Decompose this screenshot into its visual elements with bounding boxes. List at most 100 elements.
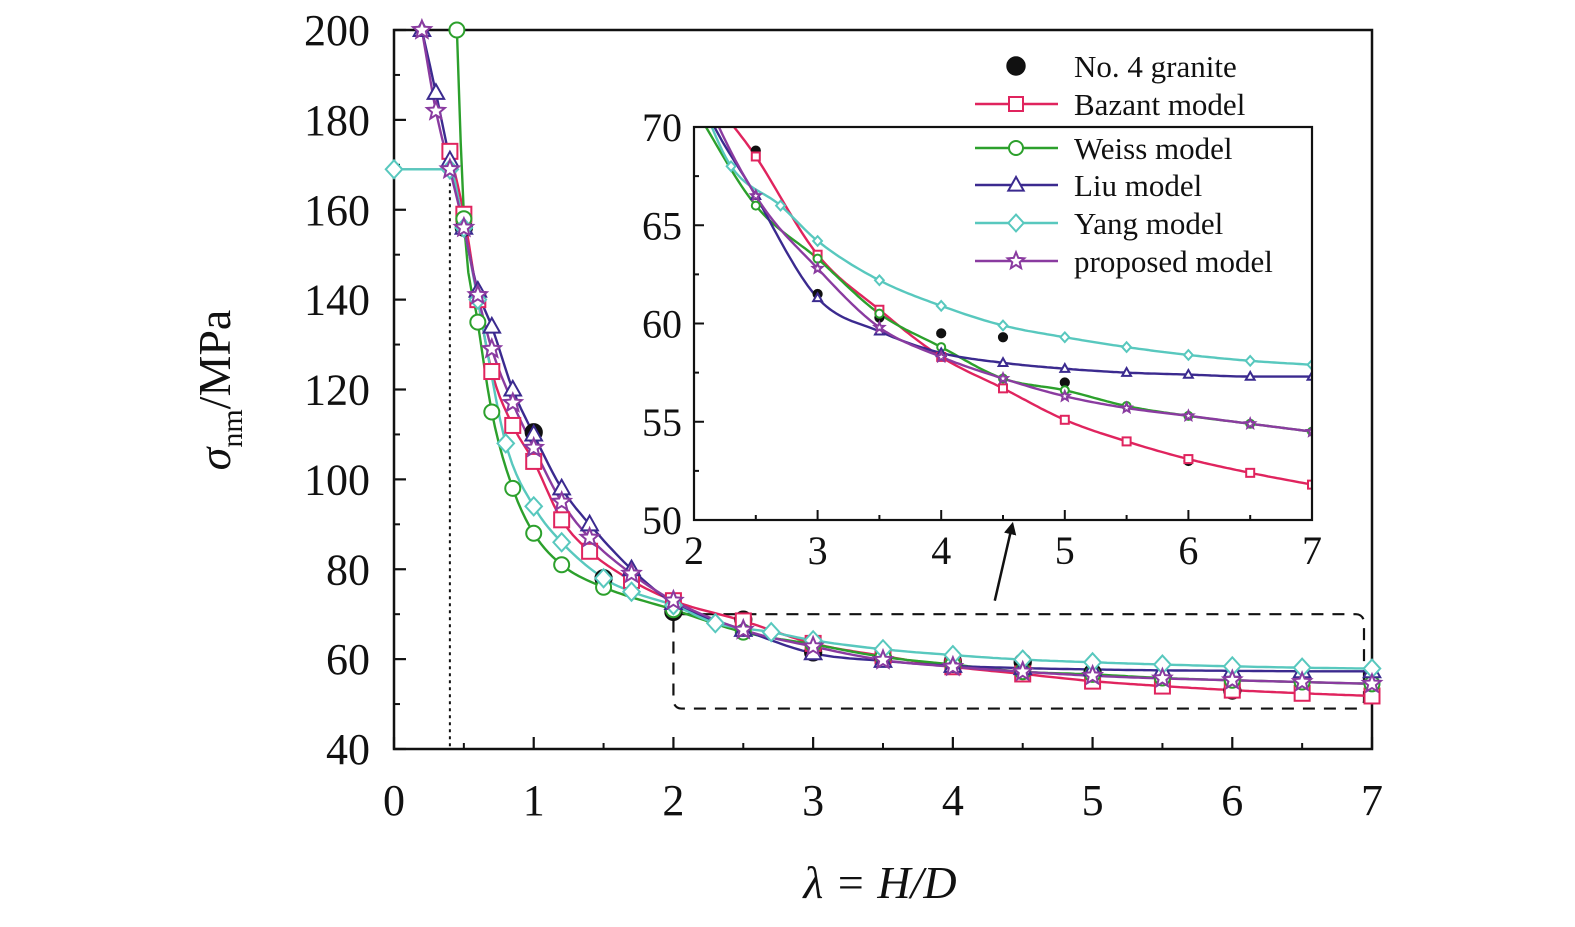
- inset-point-proposed-model: [933, 349, 949, 364]
- inset-y-tick-label: 50: [642, 498, 682, 543]
- x-axis-title: λ = H/D: [801, 857, 956, 908]
- y-tick-label: 60: [326, 635, 370, 684]
- inset-point-proposed-model: [1119, 400, 1134, 415]
- inset-x-tick-label: 3: [808, 528, 828, 573]
- x-tick-label: 0: [383, 776, 405, 825]
- legend-label: Yang model: [1074, 206, 1223, 241]
- inset-point-proposed-model: [1057, 388, 1073, 403]
- data-point-proposed-model: [452, 215, 476, 238]
- inset-point-yang-model: [1244, 354, 1256, 368]
- legend-item-yang-model: Yang model: [968, 205, 1308, 241]
- legend-item-proposed-model: proposed model: [968, 243, 1308, 279]
- legend-item-bazant-model: Bazant model: [968, 86, 1308, 122]
- data-point-bazant-model: [483, 363, 501, 381]
- inset-point-liu-model: [1182, 367, 1195, 379]
- legend-label: Liu model: [1074, 168, 1202, 203]
- inset-point-yang-model: [935, 299, 947, 313]
- data-point-yang-model: [552, 531, 572, 553]
- main-points-group: [384, 17, 1384, 705]
- data-point-proposed-model: [941, 654, 965, 677]
- inset-y-tick-label: 55: [642, 400, 682, 445]
- y-tick-label: 80: [326, 545, 370, 594]
- inset-point-yang-model: [811, 234, 824, 248]
- inset-point-liu-model: [1058, 362, 1071, 373]
- inset-x-tick-label: 7: [1302, 528, 1322, 573]
- data-point-proposed-model: [550, 489, 574, 512]
- inset-point-liu-model: [996, 356, 1010, 367]
- data-point-weiss-model: [553, 556, 571, 574]
- inset-point-proposed-model: [995, 370, 1011, 385]
- y-axis-title: σnm/MPa: [189, 310, 249, 471]
- data-point-proposed-model: [438, 157, 462, 180]
- data-point-proposed-model: [1220, 668, 1244, 690]
- inset-axes-ticks: 2 3 4 5 6 7 50 55 60 65 70: [642, 105, 1322, 573]
- y-axis-title-subscript: nm: [216, 409, 249, 447]
- data-point-proposed-model: [871, 647, 895, 670]
- legend-label: proposed model: [1074, 244, 1273, 279]
- inset-point-proposed-model: [1304, 423, 1312, 438]
- legend-label: Weiss model: [1074, 131, 1233, 166]
- y-tick-label: 120: [304, 366, 370, 415]
- inset-point-proposed-model: [871, 319, 887, 334]
- data-point-proposed-model: [501, 390, 525, 413]
- y-tick-label: 200: [304, 6, 370, 55]
- data-point-proposed-model: [620, 561, 643, 584]
- inset-y-tick-label: 60: [642, 302, 682, 347]
- legend-marker: [1006, 213, 1026, 233]
- data-point-weiss-model: [504, 479, 522, 497]
- data-point-bazant-model: [581, 542, 599, 560]
- data-point-proposed-model: [1011, 659, 1035, 682]
- inset-point-bazant-model: [1245, 467, 1256, 478]
- inset-point-weiss-model: [874, 308, 885, 319]
- inset-point-yang-model: [1059, 330, 1071, 344]
- data-point-proposed-model: [1150, 666, 1174, 689]
- inset-point-yang-model: [1120, 340, 1133, 354]
- data-point-weiss-model: [469, 313, 487, 331]
- inset-x-tick-label: 5: [1055, 528, 1075, 573]
- legend-marker: [1005, 249, 1027, 271]
- y-tick-label: 140: [304, 276, 370, 325]
- series-line-proposed-model: [420, 30, 1372, 685]
- inset-point-weiss-model: [750, 200, 761, 211]
- legend-label: Bazant model: [1074, 87, 1245, 122]
- legend-marker: [1006, 174, 1026, 192]
- data-point-proposed-model: [522, 435, 546, 458]
- legend-item-liu-model: Liu model: [968, 167, 1308, 203]
- data-point-yang-model: [496, 432, 516, 454]
- inset-point-bazant-model: [998, 383, 1008, 394]
- inset-points-group: [725, 145, 1312, 490]
- data-point-weiss-model: [525, 524, 543, 542]
- data-point-yang-model: [621, 581, 642, 603]
- x-tick-label: 3: [802, 776, 824, 825]
- data-point-proposed-model: [731, 617, 755, 640]
- data-point-liu-model: [481, 315, 502, 334]
- zoom-region-box: [672, 613, 1366, 710]
- inset-point-yang-model: [873, 273, 886, 287]
- inset-line-liu-model: [713, 127, 1312, 378]
- y-tick-label: 160: [304, 186, 370, 235]
- inset-point-bazant-model: [750, 151, 761, 162]
- data-point-proposed-model: [424, 98, 448, 121]
- data-point-weiss-model: [483, 403, 501, 421]
- data-point-proposed-model: [480, 337, 504, 359]
- data-point-bazant-model: [553, 511, 571, 529]
- inset-x-tick-label: 4: [931, 528, 951, 573]
- data-point-liu-model: [425, 82, 446, 100]
- inset-point-yang-model: [725, 160, 737, 173]
- inset-line-bazant-model: [732, 127, 1312, 486]
- zoom-arrow: [993, 521, 1017, 601]
- x-tick-label: 5: [1082, 776, 1104, 825]
- inset-point-yang-model: [774, 199, 787, 212]
- y-tick-label: 100: [304, 455, 370, 504]
- inset-point-liu-model: [811, 291, 824, 303]
- inset-point-liu-model: [1120, 365, 1133, 377]
- inset-x-tick-label: 6: [1178, 528, 1198, 573]
- data-point-yang-model: [384, 158, 404, 180]
- main-axes-ticks: 0 1 2 3 4 5 6 7 40 60 80 100 120 140 160 180 200: [304, 6, 1383, 825]
- y-tick-label: 40: [326, 725, 370, 774]
- data-point-yang-model: [593, 567, 614, 589]
- y-tick-label: 180: [304, 96, 370, 145]
- inset-point-proposed-model: [748, 188, 764, 202]
